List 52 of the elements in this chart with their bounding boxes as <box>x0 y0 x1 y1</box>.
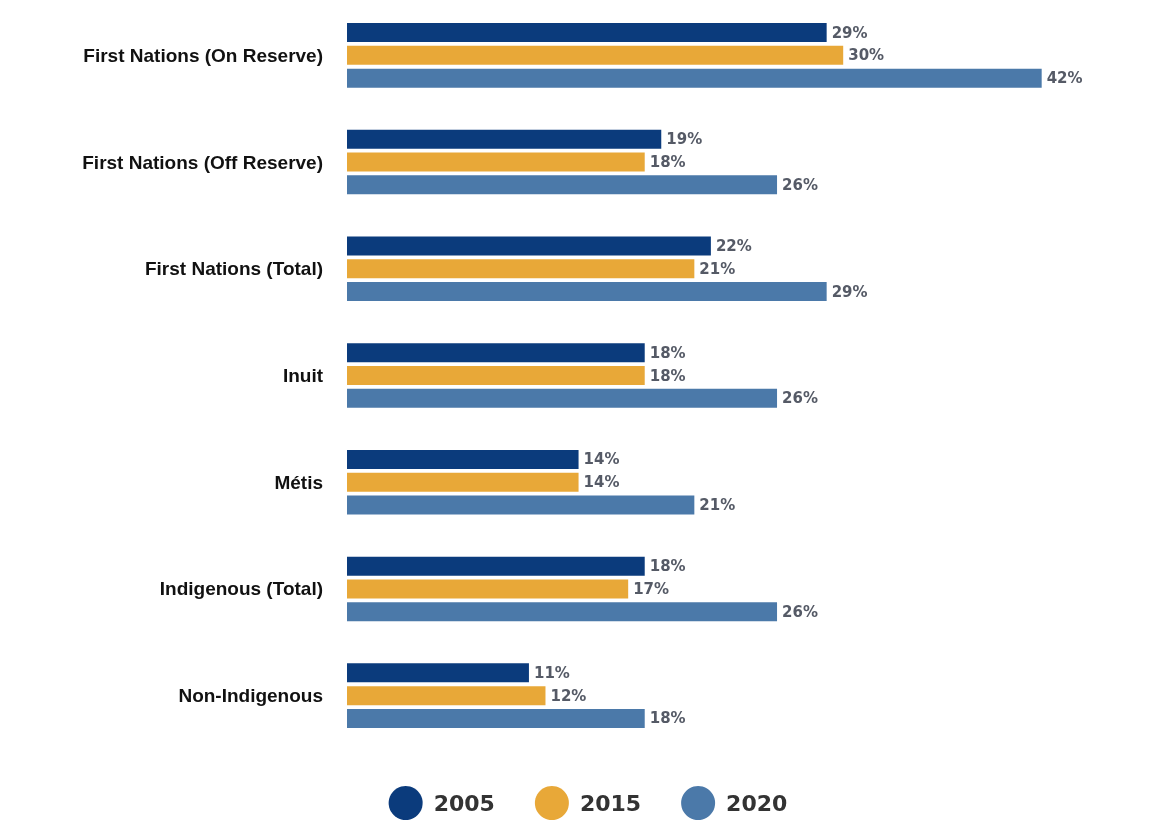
bar <box>347 152 645 172</box>
bar <box>347 23 827 43</box>
bar <box>347 495 695 515</box>
bar <box>347 388 778 408</box>
bar <box>347 175 778 195</box>
bar <box>347 686 546 706</box>
data-label: 30% <box>848 46 885 65</box>
data-label: 18% <box>649 709 686 728</box>
data-label: 12% <box>550 686 587 705</box>
y-tick-label: Indigenous (Total) <box>159 578 323 600</box>
legend-label: 2020 <box>726 790 788 816</box>
bar <box>347 556 645 576</box>
data-label: 26% <box>782 602 818 621</box>
data-label: 11% <box>533 663 570 682</box>
data-label: 17% <box>633 579 670 598</box>
y-tick-label: First Nations (Total) <box>144 258 323 280</box>
data-label: 14% <box>583 450 620 469</box>
data-label: 21% <box>699 259 736 278</box>
data-label: 14% <box>583 473 620 492</box>
bar <box>347 366 645 385</box>
bar <box>347 343 645 363</box>
bar <box>347 449 579 469</box>
bar <box>347 259 695 279</box>
y-tick-label: Métis <box>274 471 323 493</box>
data-label: 42% <box>1046 69 1083 88</box>
bar <box>347 236 711 256</box>
legend-label: 2015 <box>579 790 642 816</box>
data-label: 26% <box>782 175 818 194</box>
data-label: 19% <box>666 130 703 149</box>
data-label: 18% <box>649 557 686 576</box>
data-label: 29% <box>831 23 868 42</box>
data-label: 18% <box>649 153 686 172</box>
data-label: 18% <box>649 366 686 385</box>
bar <box>347 282 827 302</box>
bar <box>347 663 529 683</box>
data-label: 29% <box>831 282 868 301</box>
data-label: 22% <box>715 236 752 255</box>
bar <box>347 45 844 65</box>
bar <box>347 579 629 599</box>
bar <box>347 472 579 492</box>
data-label: 21% <box>699 496 736 515</box>
y-tick-label: First Nations (On Reserve) <box>83 44 323 66</box>
bar <box>347 129 662 149</box>
legend-label: 2005 <box>433 790 495 816</box>
y-tick-label: Non-Indigenous <box>178 685 323 707</box>
data-label: 26% <box>782 389 818 408</box>
y-tick-label: Inuit <box>282 365 324 386</box>
bar <box>347 708 645 728</box>
bar <box>347 68 1042 88</box>
data-label: 18% <box>649 343 686 362</box>
y-tick-label: First Nations (Off Reserve) <box>82 151 323 173</box>
bar <box>347 602 778 622</box>
